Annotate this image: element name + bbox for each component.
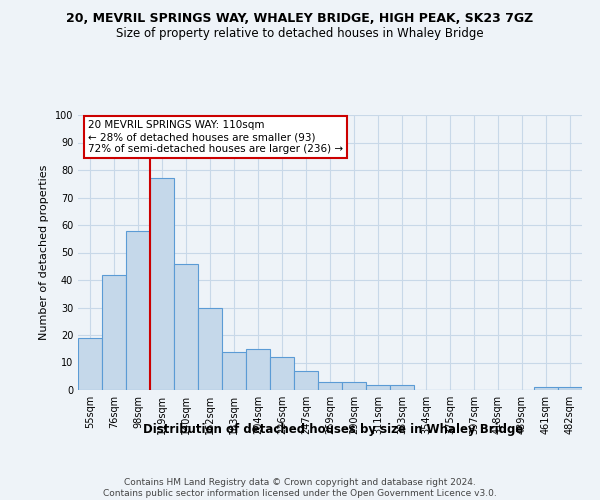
Bar xyxy=(366,384,390,390)
Text: Contains HM Land Registry data © Crown copyright and database right 2024.
Contai: Contains HM Land Registry data © Crown c… xyxy=(103,478,497,498)
Bar xyxy=(294,371,318,390)
Bar xyxy=(222,352,246,390)
Bar xyxy=(270,357,294,390)
Bar xyxy=(534,387,558,390)
Text: Distribution of detached houses by size in Whaley Bridge: Distribution of detached houses by size … xyxy=(143,422,523,436)
Bar xyxy=(246,349,270,390)
Bar xyxy=(78,338,102,390)
Bar xyxy=(174,264,198,390)
Bar xyxy=(390,384,414,390)
Bar xyxy=(342,382,366,390)
Text: Size of property relative to detached houses in Whaley Bridge: Size of property relative to detached ho… xyxy=(116,28,484,40)
Bar xyxy=(558,387,582,390)
Bar xyxy=(150,178,174,390)
Bar xyxy=(126,230,150,390)
Text: 20, MEVRIL SPRINGS WAY, WHALEY BRIDGE, HIGH PEAK, SK23 7GZ: 20, MEVRIL SPRINGS WAY, WHALEY BRIDGE, H… xyxy=(67,12,533,26)
Bar xyxy=(198,308,222,390)
Y-axis label: Number of detached properties: Number of detached properties xyxy=(39,165,49,340)
Text: 20 MEVRIL SPRINGS WAY: 110sqm
← 28% of detached houses are smaller (93)
72% of s: 20 MEVRIL SPRINGS WAY: 110sqm ← 28% of d… xyxy=(88,120,343,154)
Bar xyxy=(318,382,342,390)
Bar xyxy=(102,274,126,390)
